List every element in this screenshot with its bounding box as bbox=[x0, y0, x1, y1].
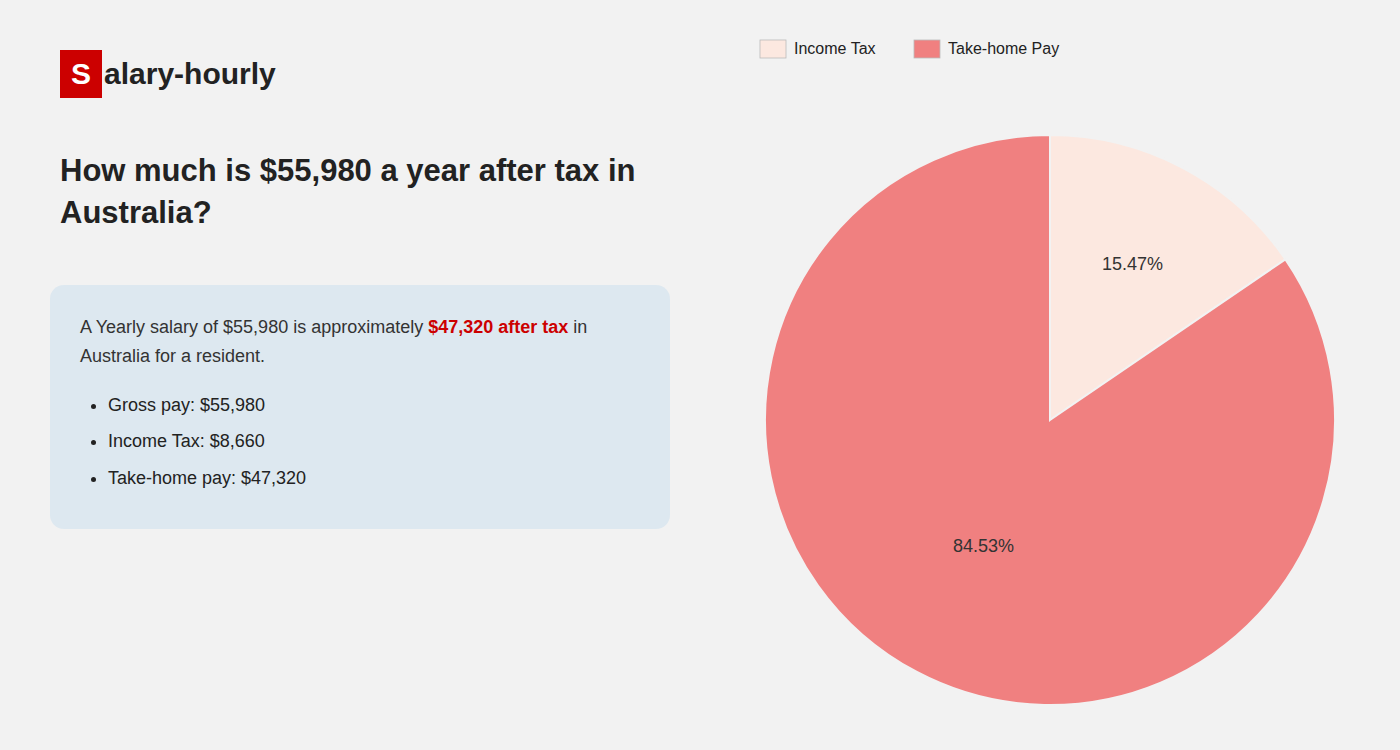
legend-label: Income Tax bbox=[794, 40, 876, 57]
logo-box: S bbox=[60, 50, 102, 98]
logo: Salary-hourly bbox=[60, 50, 276, 98]
pie-chart: Income Tax Take-home Pay 15.47% 84.53% bbox=[700, 0, 1400, 750]
title: How much is $55,980 a year after tax in … bbox=[60, 150, 660, 234]
info-line: Australia for a resident. bbox=[80, 342, 640, 371]
legend: Income Tax Take-home Pay bbox=[760, 40, 1059, 58]
slices bbox=[765, 135, 1335, 705]
bullet-list: Gross pay: $55,980 Income Tax: $8,660 Take… bbox=[80, 391, 640, 493]
data-labels: 15.47% 84.53% bbox=[953, 254, 1163, 556]
info-text: in bbox=[568, 317, 587, 337]
data-label: 15.47% bbox=[1102, 254, 1163, 274]
legend-swatch bbox=[914, 40, 940, 58]
info-line: A Yearly salary of $55,980 is approximat… bbox=[80, 313, 640, 342]
info-box: A Yearly salary of $55,980 is approximat… bbox=[50, 285, 670, 529]
logo-text: alary-hourly bbox=[104, 57, 276, 91]
bullet-item: Take-home pay: $47,320 bbox=[108, 464, 640, 493]
info-text: $47,320 after tax bbox=[428, 317, 568, 337]
pie-panel: Income Tax Take-home Pay 15.47% 84.53% bbox=[700, 0, 1400, 750]
info-text: A Yearly salary of $55,980 is approximat… bbox=[80, 317, 428, 337]
bullet-item: Income Tax: $8,660 bbox=[108, 427, 640, 456]
data-label: 84.53% bbox=[953, 536, 1014, 556]
legend-label: Take-home Pay bbox=[948, 40, 1059, 57]
pie-slice bbox=[765, 135, 1335, 705]
text-panel: Salary-hourly How much is $55,980 a year … bbox=[0, 0, 700, 750]
bullet-item: Gross pay: $55,980 bbox=[108, 391, 640, 420]
legend-swatch bbox=[760, 40, 786, 58]
